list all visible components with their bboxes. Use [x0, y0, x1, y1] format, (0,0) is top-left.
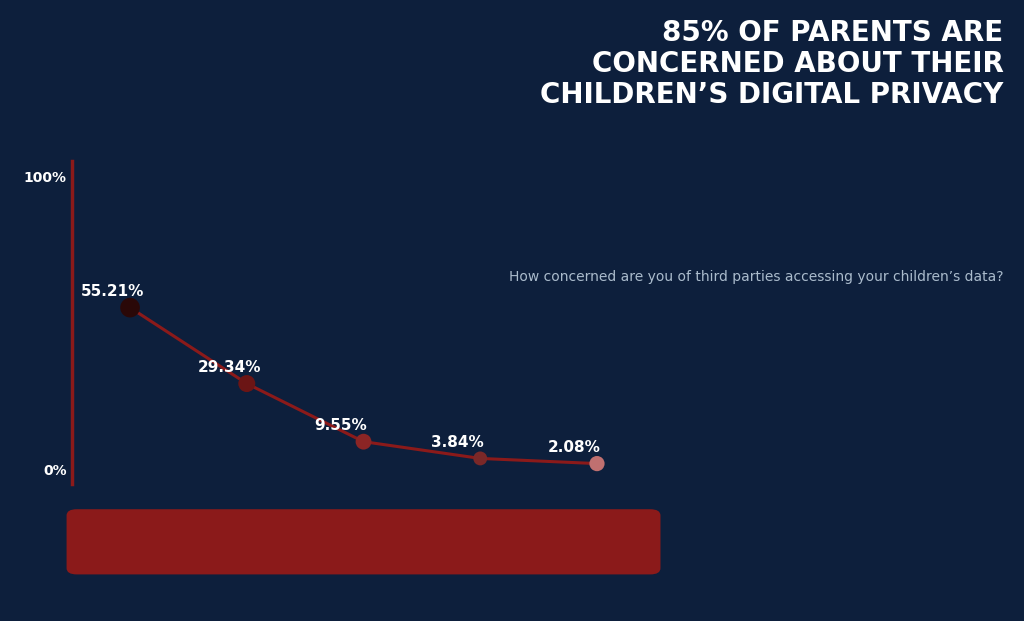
Text: Somewhat Concerned: Somewhat Concerned [180, 535, 317, 548]
Text: 9.55%: 9.55% [314, 418, 368, 433]
Point [472, 453, 488, 463]
Text: 85% OF PARENTS ARE
CONCERNED ABOUT THEIR
CHILDREN’S DIGITAL PRIVACY: 85% OF PARENTS ARE CONCERNED ABOUT THEIR… [540, 19, 1004, 109]
Text: 3.84%: 3.84% [431, 435, 484, 450]
Text: 2.08%: 2.08% [548, 440, 601, 455]
Point [355, 437, 372, 446]
Point [239, 379, 255, 389]
Text: How concerned are you of third parties accessing your children’s data?: How concerned are you of third parties a… [509, 270, 1004, 284]
Text: Neutral: Neutral [340, 535, 387, 548]
Text: Not Concerned at all: Not Concerned at all [528, 535, 657, 548]
Text: 55.21%: 55.21% [81, 284, 144, 299]
Text: Not Very Concerned: Not Very Concerned [416, 535, 541, 548]
Text: Very Concerned: Very Concerned [85, 535, 183, 548]
Text: 29.34%: 29.34% [198, 360, 261, 374]
Point [589, 459, 605, 469]
Point [122, 302, 138, 312]
